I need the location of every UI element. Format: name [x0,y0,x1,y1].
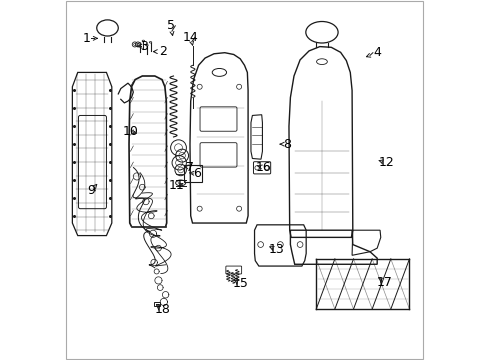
Text: 17: 17 [376,276,392,289]
Text: 9: 9 [87,184,95,197]
Text: 15: 15 [232,278,248,291]
Text: 6: 6 [193,167,201,180]
Text: 3: 3 [140,40,148,53]
Text: 14: 14 [183,31,198,44]
Text: 13: 13 [268,243,284,256]
Text: 18: 18 [155,303,170,316]
Text: 10: 10 [122,125,138,138]
Text: 12: 12 [378,156,393,169]
Text: 11: 11 [168,179,184,192]
Text: 7: 7 [185,161,194,174]
Text: 1: 1 [82,32,90,45]
Text: 4: 4 [372,46,380,59]
Text: 16: 16 [255,161,271,174]
Text: 2: 2 [159,45,166,58]
Text: 5: 5 [166,19,175,32]
Text: 8: 8 [283,138,291,150]
